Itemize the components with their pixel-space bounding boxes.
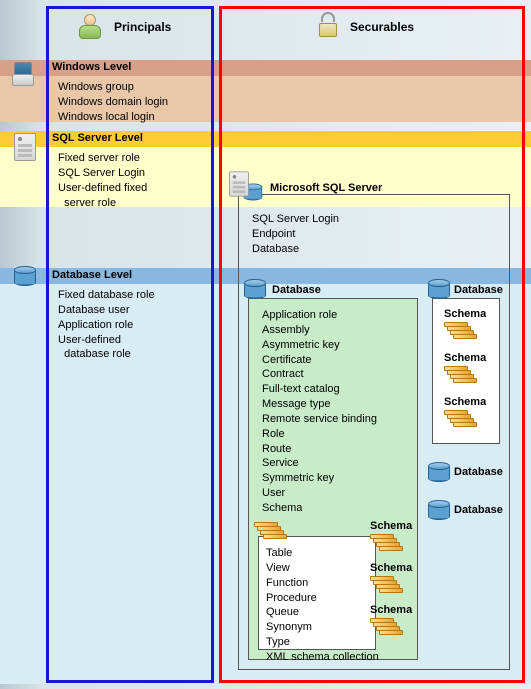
list-item: Assembly — [262, 323, 377, 338]
list-item: Asymmetric key — [262, 338, 377, 353]
list-item: Remote service binding — [262, 412, 377, 427]
database-side-label: Database — [454, 284, 503, 296]
principals-column — [46, 6, 214, 683]
list-item: Contract — [262, 367, 377, 382]
schema-label: Schema — [370, 604, 412, 616]
list-item: Function — [266, 576, 379, 591]
schema-stack-icon — [444, 322, 474, 342]
list-item: Application role — [262, 308, 377, 323]
pc-icon — [14, 62, 34, 86]
list-item: Route — [262, 442, 377, 457]
schema-stack-icon — [444, 366, 474, 386]
database-side-icon — [428, 279, 450, 299]
schema-label: Schema — [370, 520, 412, 532]
database-main-icon — [244, 279, 266, 299]
list-item: Certificate — [262, 353, 377, 368]
database-extra-label: Database — [454, 504, 503, 516]
schema-label: Schema — [444, 308, 486, 320]
list-item: View — [266, 561, 379, 576]
list-item: XML schema collection — [266, 650, 379, 665]
database-icon-left — [14, 266, 36, 286]
schema-stack-icon — [370, 618, 400, 638]
list-item: Procedure — [266, 591, 379, 606]
schema-stack-icon — [444, 410, 474, 430]
list-item: Synonym — [266, 620, 379, 635]
sqlserver-items: SQL Server LoginEndpointDatabase — [252, 212, 339, 257]
schema-stack-icon — [370, 534, 400, 554]
database-extra-label: Database — [454, 466, 503, 478]
list-item: Service — [262, 456, 377, 471]
schema-main-items: TableViewFunctionProcedureQueueSynonymTy… — [266, 546, 379, 665]
list-item: Schema — [262, 501, 377, 516]
sqlserver-server-icon — [229, 171, 249, 196]
list-item: Role — [262, 427, 377, 442]
list-item: Message type — [262, 397, 377, 412]
server-icon — [14, 133, 36, 161]
database-extra-icon — [428, 500, 450, 520]
sqlserver-box-title: Microsoft SQL Server — [270, 182, 382, 194]
list-item: Type — [266, 635, 379, 650]
schema-stack-icon — [370, 576, 400, 596]
list-item: Queue — [266, 605, 379, 620]
schema-label: Schema — [444, 352, 486, 364]
database-extra-icon — [428, 462, 450, 482]
schema-label: Schema — [444, 396, 486, 408]
list-item: Symmetric key — [262, 471, 377, 486]
list-item: Full-text catalog — [262, 382, 377, 397]
database-main-items: Application roleAssemblyAsymmetric keyCe… — [262, 308, 377, 516]
list-item: SQL Server Login — [252, 212, 339, 227]
schema-label: Schema — [370, 562, 412, 574]
list-item: User — [262, 486, 377, 501]
list-item: Database — [252, 242, 339, 257]
list-item: Table — [266, 546, 379, 561]
database-main-label: Database — [272, 284, 321, 296]
list-item: Endpoint — [252, 227, 339, 242]
schema-main-icon — [254, 522, 284, 542]
